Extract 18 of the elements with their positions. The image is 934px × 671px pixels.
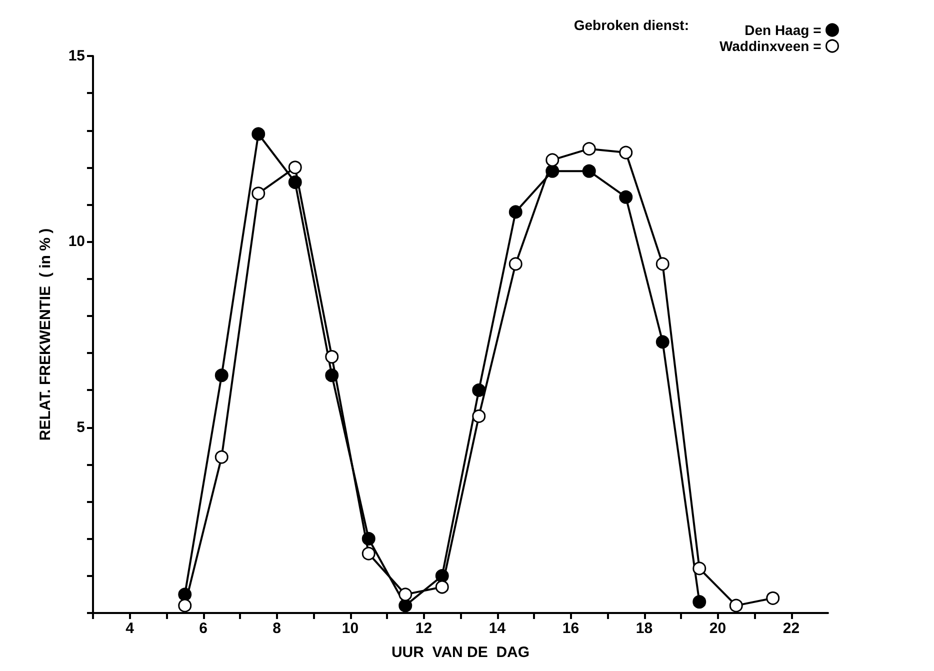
x-tick-label: 22	[782, 620, 800, 637]
x-axis-title: UUR VAN DE DAG	[391, 644, 530, 661]
x-tick-label: 16	[562, 620, 580, 637]
x-tick-label: 12	[415, 620, 432, 637]
x-tick-label: 6	[199, 620, 208, 637]
legend-label: Waddinxveen =	[719, 38, 822, 54]
y-tick-label: 5	[76, 418, 85, 436]
y-tick-label: 10	[68, 233, 85, 250]
legend-title: Gebroken dienst:	[574, 17, 690, 33]
x-tick-label: 10	[342, 620, 359, 637]
x-tick-label: 4	[126, 620, 135, 637]
x-tick-label: 14	[488, 620, 506, 637]
x-tick-label: 18	[636, 620, 653, 637]
x-tick-label: 20	[709, 620, 726, 637]
legend-label: Den Haag =	[744, 22, 822, 38]
y-axis-title: RELAT. FREKWENTIE ( in % )	[37, 228, 54, 441]
y-tick-label: 15	[68, 48, 85, 64]
x-tick-label: 8	[272, 620, 281, 637]
